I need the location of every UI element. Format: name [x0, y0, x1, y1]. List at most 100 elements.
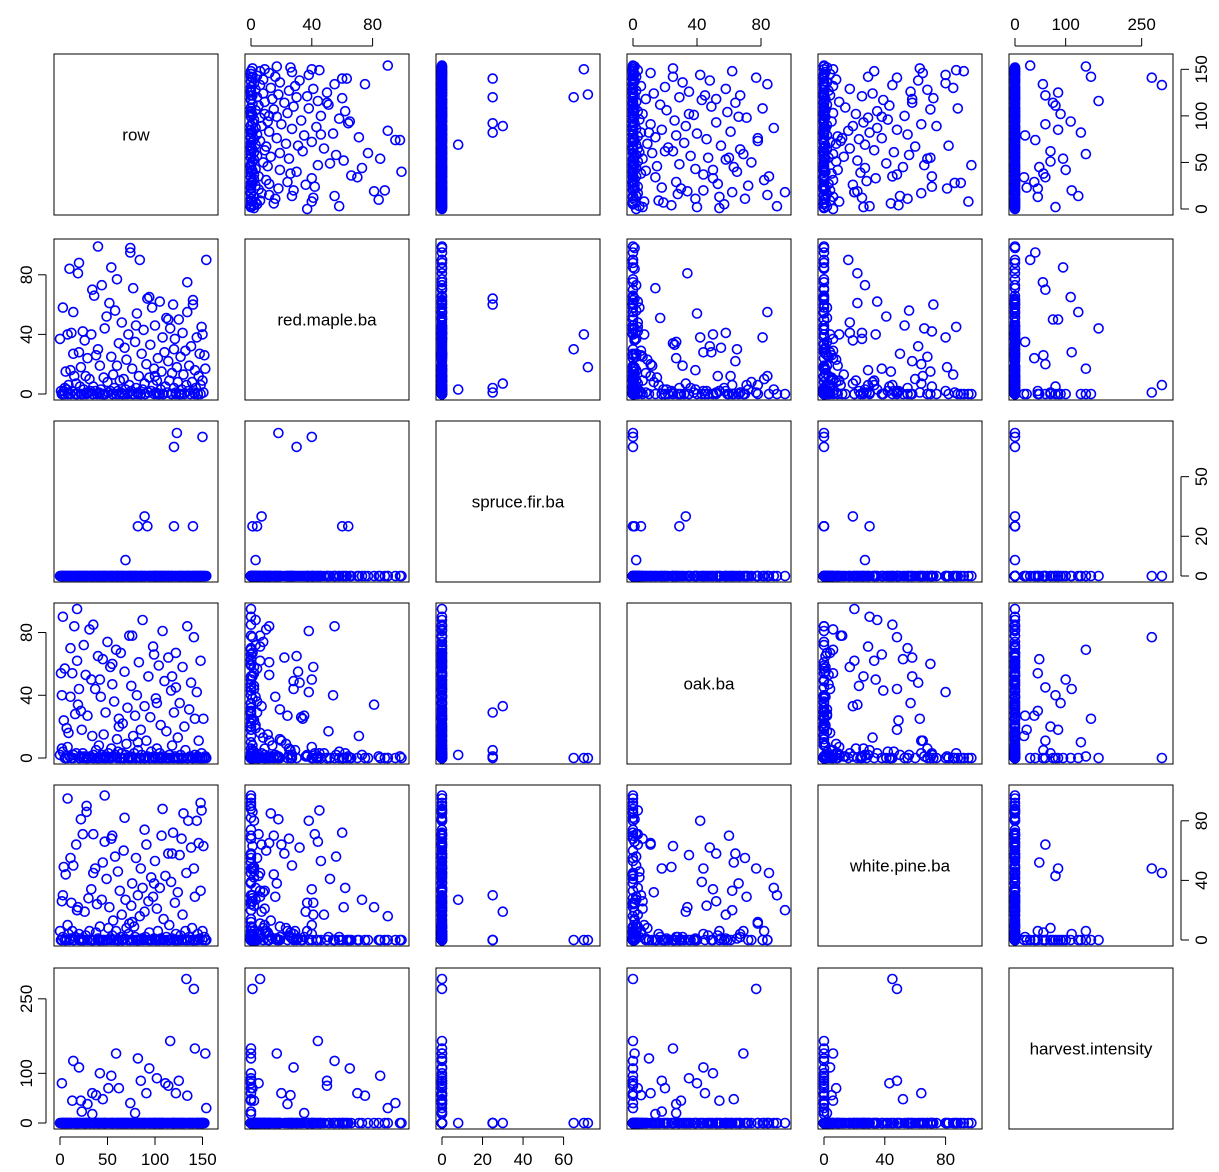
panel-red-maple-ba-vs-white-pine-ba: [817, 238, 983, 401]
data-point: [265, 82, 277, 94]
data-point: [642, 138, 653, 150]
data-point: [966, 159, 977, 171]
data-point: [263, 570, 275, 582]
data-point: [301, 897, 313, 909]
panel-spruce-fir-ba-vs-harvest-intensity: [1008, 420, 1174, 583]
data-point: [324, 158, 336, 169]
data-point: [905, 86, 916, 97]
data-point: [746, 157, 757, 168]
data-point: [818, 276, 830, 288]
data-point: [667, 388, 679, 400]
data-point: [771, 200, 783, 212]
data-point: [643, 388, 655, 400]
data-point: [859, 554, 871, 566]
data-point: [353, 730, 365, 742]
data-point: [818, 291, 830, 303]
data-point: [643, 127, 655, 138]
data-point: [329, 78, 340, 90]
data-point: [627, 257, 639, 269]
data-point: [1009, 159, 1021, 171]
data-point: [356, 894, 368, 906]
data-point: [627, 382, 639, 394]
data-point: [94, 360, 106, 372]
data-point: [57, 302, 69, 313]
data-point: [670, 352, 682, 364]
data-point: [183, 704, 195, 715]
data-point: [833, 96, 845, 108]
data-point: [119, 666, 130, 678]
data-point: [707, 164, 719, 176]
data-point: [726, 379, 738, 391]
data-point: [329, 190, 340, 202]
data-point: [125, 570, 136, 582]
data-point: [292, 666, 304, 678]
data-point: [187, 520, 199, 532]
data-point: [163, 314, 174, 325]
panel-red-maple-ba-vs-oak-ba: [626, 238, 792, 401]
data-point: [195, 885, 206, 897]
data-point: [818, 363, 830, 375]
data-point: [359, 570, 371, 582]
data-point: [314, 805, 325, 816]
data-point: [849, 655, 860, 667]
data-point: [667, 71, 679, 83]
data-point: [173, 314, 185, 325]
data-point: [918, 323, 930, 334]
data-point: [145, 339, 156, 351]
data-point: [1009, 132, 1021, 144]
data-point: [1085, 388, 1097, 400]
data-point: [97, 857, 109, 868]
data-point: [887, 619, 898, 631]
data-point: [436, 177, 448, 189]
data-point: [582, 89, 594, 100]
data-point: [1080, 925, 1092, 937]
data-point: [885, 198, 897, 209]
data-point: [199, 349, 210, 361]
data-point: [71, 603, 83, 615]
data-point: [701, 133, 712, 145]
data-point: [627, 110, 639, 122]
data-point: [130, 570, 142, 582]
data-point: [1009, 302, 1021, 313]
data-point: [276, 119, 287, 130]
data-point: [273, 427, 284, 439]
data-point: [940, 332, 951, 343]
data-point: [779, 904, 791, 916]
data-point: [818, 388, 830, 400]
data-point: [1055, 697, 1066, 709]
data-point: [141, 839, 152, 850]
data-point: [138, 324, 149, 336]
data-point: [1009, 152, 1021, 164]
data-point: [680, 511, 692, 522]
data-point: [436, 190, 448, 202]
data-point: [362, 570, 374, 582]
panel-spruce-fir-ba-vs-spruce-fir-ba: [435, 420, 601, 583]
data-point: [83, 892, 94, 904]
data-point: [263, 656, 275, 668]
data-point: [876, 363, 888, 375]
data-point: [452, 384, 464, 395]
data-point: [632, 321, 644, 333]
data-point: [818, 294, 830, 306]
data-point: [137, 882, 148, 894]
data-point: [179, 721, 190, 732]
data-point: [750, 863, 762, 874]
data-point: [306, 136, 318, 148]
data-point: [75, 388, 87, 400]
data-point: [1040, 682, 1051, 693]
data-point: [1080, 61, 1092, 72]
data-point: [730, 97, 741, 109]
data-point: [902, 642, 913, 654]
data-point: [758, 373, 770, 385]
data-point: [359, 78, 371, 90]
panel-red-maple-ba-vs-spruce-fir-ba: [435, 238, 601, 401]
data-point: [669, 339, 680, 351]
panel-spruce-fir-ba-vs-white-pine-ba: [817, 420, 983, 583]
data-point: [752, 388, 764, 400]
data-point: [303, 625, 315, 637]
data-point: [818, 78, 830, 90]
data-point: [859, 279, 871, 291]
data-point: [157, 332, 168, 343]
data-point: [734, 90, 746, 101]
data-point: [646, 147, 658, 159]
